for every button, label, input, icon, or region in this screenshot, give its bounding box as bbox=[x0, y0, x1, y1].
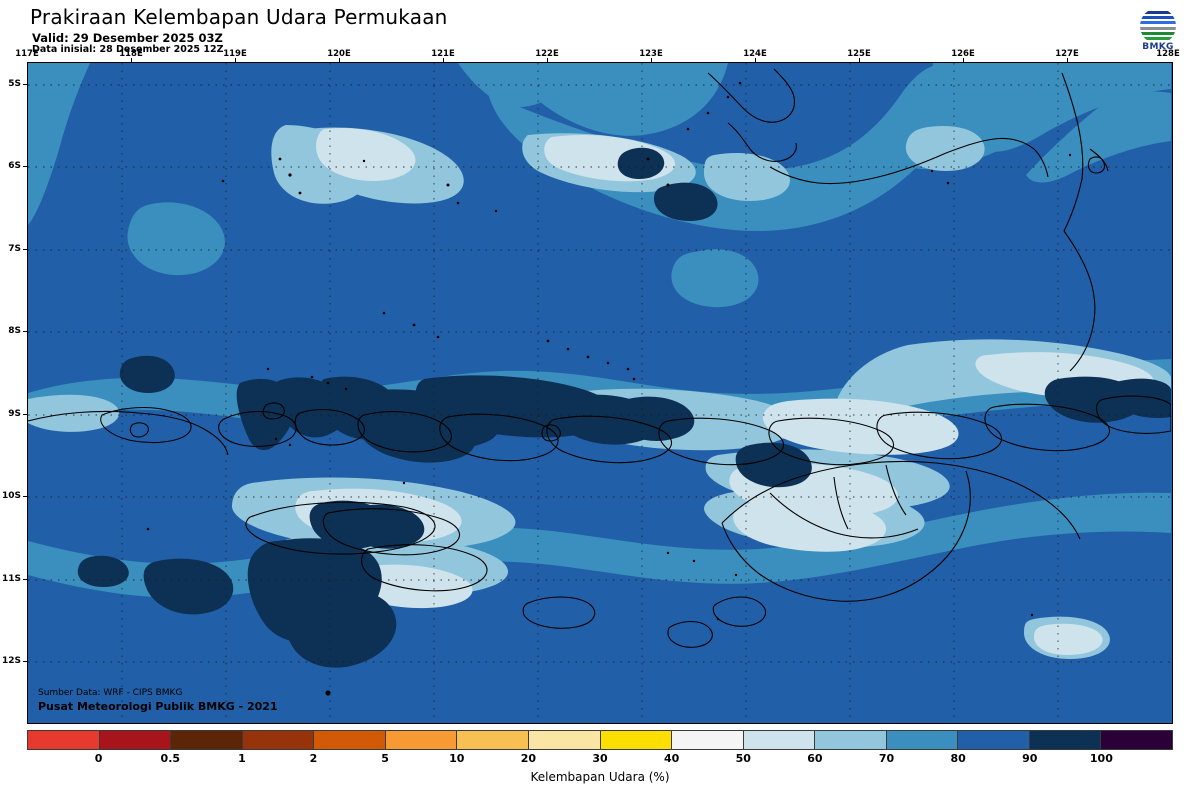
y-axis-tick bbox=[23, 249, 27, 250]
y-axis-label: 5S bbox=[8, 79, 21, 89]
x-axis-tick bbox=[651, 58, 652, 62]
x-axis-label: 126E bbox=[951, 49, 975, 59]
y-axis-label: 9S bbox=[8, 409, 21, 419]
y-axis-tick bbox=[23, 331, 27, 332]
y-axis-label: 6S bbox=[8, 161, 21, 171]
colorbar-segment[interactable] bbox=[672, 731, 744, 749]
colorbar-segment[interactable] bbox=[958, 731, 1030, 749]
y-axis-tick bbox=[23, 84, 27, 85]
map-panel[interactable]: Sumber Data: WRF - CIPS BMKG Pusat Meteo… bbox=[2, 49, 1180, 724]
colorbar-tick-label: 50 bbox=[735, 752, 751, 765]
colorbar-segment[interactable] bbox=[28, 731, 100, 749]
x-axis-tick bbox=[339, 58, 340, 62]
colorbar-tick-label: 10 bbox=[449, 752, 465, 765]
colorbar-tick-label: 20 bbox=[520, 752, 537, 765]
globe-icon bbox=[1140, 8, 1176, 44]
x-axis-label: 124E bbox=[743, 49, 767, 59]
colorbar-tick-label: 2 bbox=[309, 752, 318, 765]
x-axis-tick bbox=[547, 58, 548, 62]
valid-time-label: Valid: 29 Desember 2025 03Z bbox=[32, 31, 223, 45]
colorbar-segment[interactable] bbox=[815, 731, 887, 749]
colorbar-tick-label: 0 bbox=[94, 752, 103, 765]
x-axis-label: 117E bbox=[15, 49, 39, 59]
humidity-contour-map[interactable]: Sumber Data: WRF - CIPS BMKG Pusat Meteo… bbox=[27, 62, 1173, 724]
colorbar-segment[interactable] bbox=[886, 731, 959, 749]
x-axis-tick bbox=[131, 58, 132, 62]
x-axis-tick bbox=[1067, 58, 1068, 62]
y-axis-label: 11S bbox=[1, 574, 21, 584]
colorbar-tick-label: 5 bbox=[381, 752, 389, 765]
colorbar-segment[interactable] bbox=[743, 731, 816, 749]
x-axis-label: 125E bbox=[847, 49, 871, 59]
y-axis-label: 10S bbox=[1, 491, 21, 501]
page-title: Prakiraan Kelembapan Udara Permukaan bbox=[30, 5, 448, 29]
source-credit: Sumber Data: WRF - CIPS BMKG bbox=[38, 688, 183, 698]
y-axis-tick bbox=[23, 661, 27, 662]
colorbar-tick-label: 40 bbox=[663, 752, 680, 765]
colorbar-tick-label: 30 bbox=[592, 752, 608, 765]
colorbar-tick-label: 100 bbox=[1089, 752, 1113, 765]
y-axis-tick bbox=[23, 496, 27, 497]
x-axis-label: 128E bbox=[1156, 49, 1180, 59]
colorbar-tick-label: 80 bbox=[950, 752, 966, 765]
bmkg-globe-logo: BMKG bbox=[1135, 8, 1181, 54]
colorbar-tick-label: 90 bbox=[1022, 752, 1038, 765]
x-axis-label: 120E bbox=[327, 49, 351, 59]
y-axis-tick bbox=[23, 579, 27, 580]
x-axis-label: 123E bbox=[639, 49, 663, 59]
colorbar-tick-label: 1 bbox=[238, 752, 246, 765]
initial-data-label: Data inisial: 28 Desember 2025 12Z bbox=[32, 44, 224, 55]
x-axis-label: 119E bbox=[223, 49, 247, 59]
colorbar-tick-label: 60 bbox=[807, 752, 823, 765]
y-axis-tick bbox=[23, 166, 27, 167]
colorbar-title: Kelembapan Udara (%) bbox=[530, 770, 670, 784]
x-axis-label: 121E bbox=[431, 49, 455, 59]
colorbar-segment[interactable] bbox=[600, 731, 673, 749]
logo-label: BMKG bbox=[1142, 42, 1174, 52]
x-axis-tick bbox=[755, 58, 756, 62]
colorbar-segment[interactable] bbox=[99, 731, 172, 749]
colorbar-gradient[interactable] bbox=[27, 730, 1173, 750]
x-axis-tick bbox=[443, 58, 444, 62]
x-axis-tick bbox=[859, 58, 860, 62]
x-axis-label: 122E bbox=[535, 49, 559, 59]
colorbar-segment[interactable] bbox=[1029, 731, 1102, 749]
contour-field bbox=[28, 63, 1171, 722]
colorbar-segment[interactable] bbox=[314, 731, 386, 749]
y-axis-label: 12S bbox=[1, 656, 21, 666]
colorbar-tick-label: 70 bbox=[878, 752, 895, 765]
publisher-credit: Pusat Meteorologi Publik BMKG - 2021 bbox=[38, 700, 278, 713]
colorbar-segment[interactable] bbox=[1101, 731, 1172, 749]
colorbar-segment[interactable] bbox=[171, 731, 243, 749]
x-axis-tick bbox=[963, 58, 964, 62]
colorbar-segment[interactable] bbox=[528, 731, 601, 749]
x-axis-tick bbox=[235, 58, 236, 62]
x-axis-label: 118E bbox=[119, 49, 143, 59]
colorbar-segment[interactable] bbox=[457, 731, 529, 749]
x-axis-label: 127E bbox=[1055, 49, 1079, 59]
colorbar[interactable]: 0 0.5 1 2 5 10 20 30 40 50 60 70 80 90 1… bbox=[27, 730, 1173, 765]
y-axis-tick bbox=[23, 414, 27, 415]
y-axis-label: 7S bbox=[8, 244, 21, 254]
colorbar-segment[interactable] bbox=[242, 731, 315, 749]
y-axis-label: 8S bbox=[8, 326, 21, 336]
colorbar-segment[interactable] bbox=[385, 731, 458, 749]
colorbar-tick-label: 0.5 bbox=[160, 752, 181, 765]
